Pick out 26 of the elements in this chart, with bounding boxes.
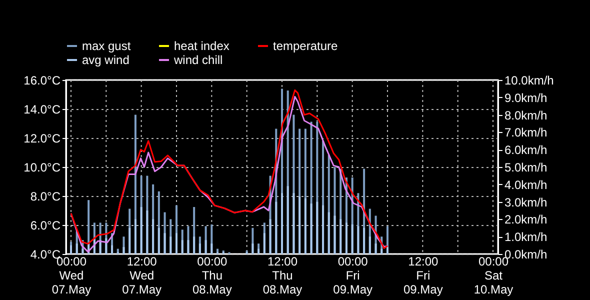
y-tick-label: 6.0°C <box>30 218 61 232</box>
x-tick-label: 00:00 Fri 09.May <box>333 254 373 296</box>
x-tick-label: 12:00 Wed 07.May <box>122 254 162 296</box>
y2-tick-label: 7.0km/h <box>504 126 548 140</box>
legend-label: wind chill <box>173 53 223 67</box>
y2-tick-label: 10.0km/h <box>504 74 554 88</box>
x-tick-label: 12:00 Thu 08.May <box>262 254 302 296</box>
x-tick-label: 12:00 Fri 09.May <box>403 254 443 296</box>
y2-tick-label: 6.0km/h <box>504 143 548 158</box>
y2-tick-label: 2.0km/h <box>504 212 548 227</box>
y2-tick-label: 8.0km/h <box>504 108 548 122</box>
y-tick-label: 8.0°C <box>30 190 61 204</box>
legend-label: heat index <box>174 39 230 53</box>
y2-tick-label: 9.0km/h <box>504 90 548 105</box>
y2-tick-label: 4.0km/h <box>504 178 548 192</box>
y2-tick-label: 3.0km/h <box>504 195 548 210</box>
y-tick-label: 16.0°C <box>24 74 61 88</box>
y2-tick-label: 1.0km/h <box>504 230 548 244</box>
y2-tick-label: 5.0km/h <box>504 160 548 174</box>
legend-label: temperature <box>273 39 338 53</box>
y-tick-label: 14.0°C <box>24 102 61 116</box>
legend-label: max gust <box>82 39 132 53</box>
y-tick-label: 12.0°C <box>24 132 61 146</box>
x-tick-label: 00:00 Thu 08.May <box>192 254 232 296</box>
legend-label: avg wind <box>82 53 130 67</box>
y-tick-label: 10.0°C <box>24 160 61 174</box>
